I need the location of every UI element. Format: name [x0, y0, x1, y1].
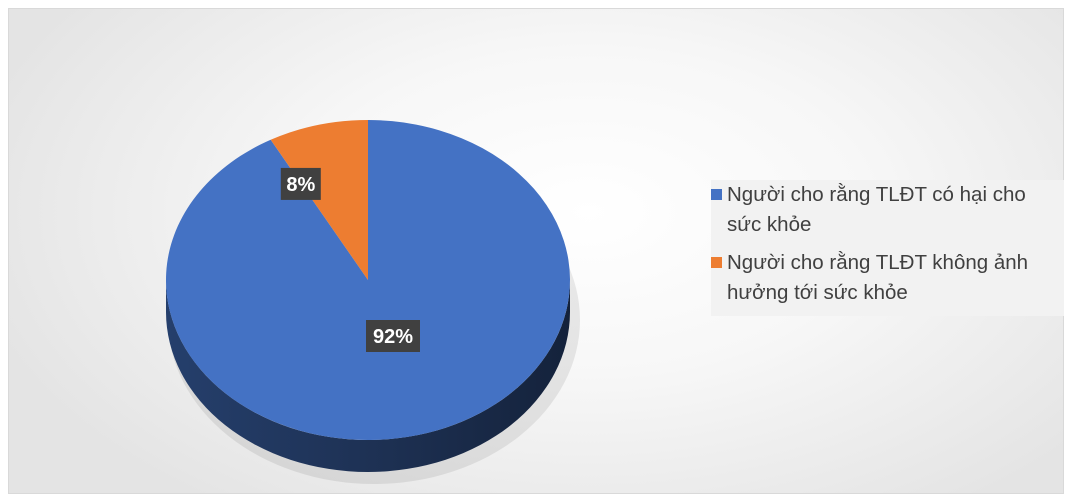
- legend-label-harmful: Người cho rằng TLĐT có hại cho sức khỏe: [727, 180, 1064, 240]
- legend-label-no-effect: Người cho rằng TLĐT không ảnh hưởng tới …: [727, 248, 1064, 308]
- legend-swatch-blue: [711, 189, 722, 200]
- legend: Người cho rằng TLĐT có hại cho sức khỏe …: [711, 180, 1064, 316]
- data-label-1: 8%: [286, 174, 315, 196]
- legend-swatch-orange: [711, 257, 722, 268]
- legend-item-no-effect: Người cho rằng TLĐT không ảnh hưởng tới …: [711, 248, 1064, 308]
- legend-item-harmful: Người cho rằng TLĐT có hại cho sức khỏe: [711, 180, 1064, 240]
- data-label-0: 92%: [373, 326, 413, 348]
